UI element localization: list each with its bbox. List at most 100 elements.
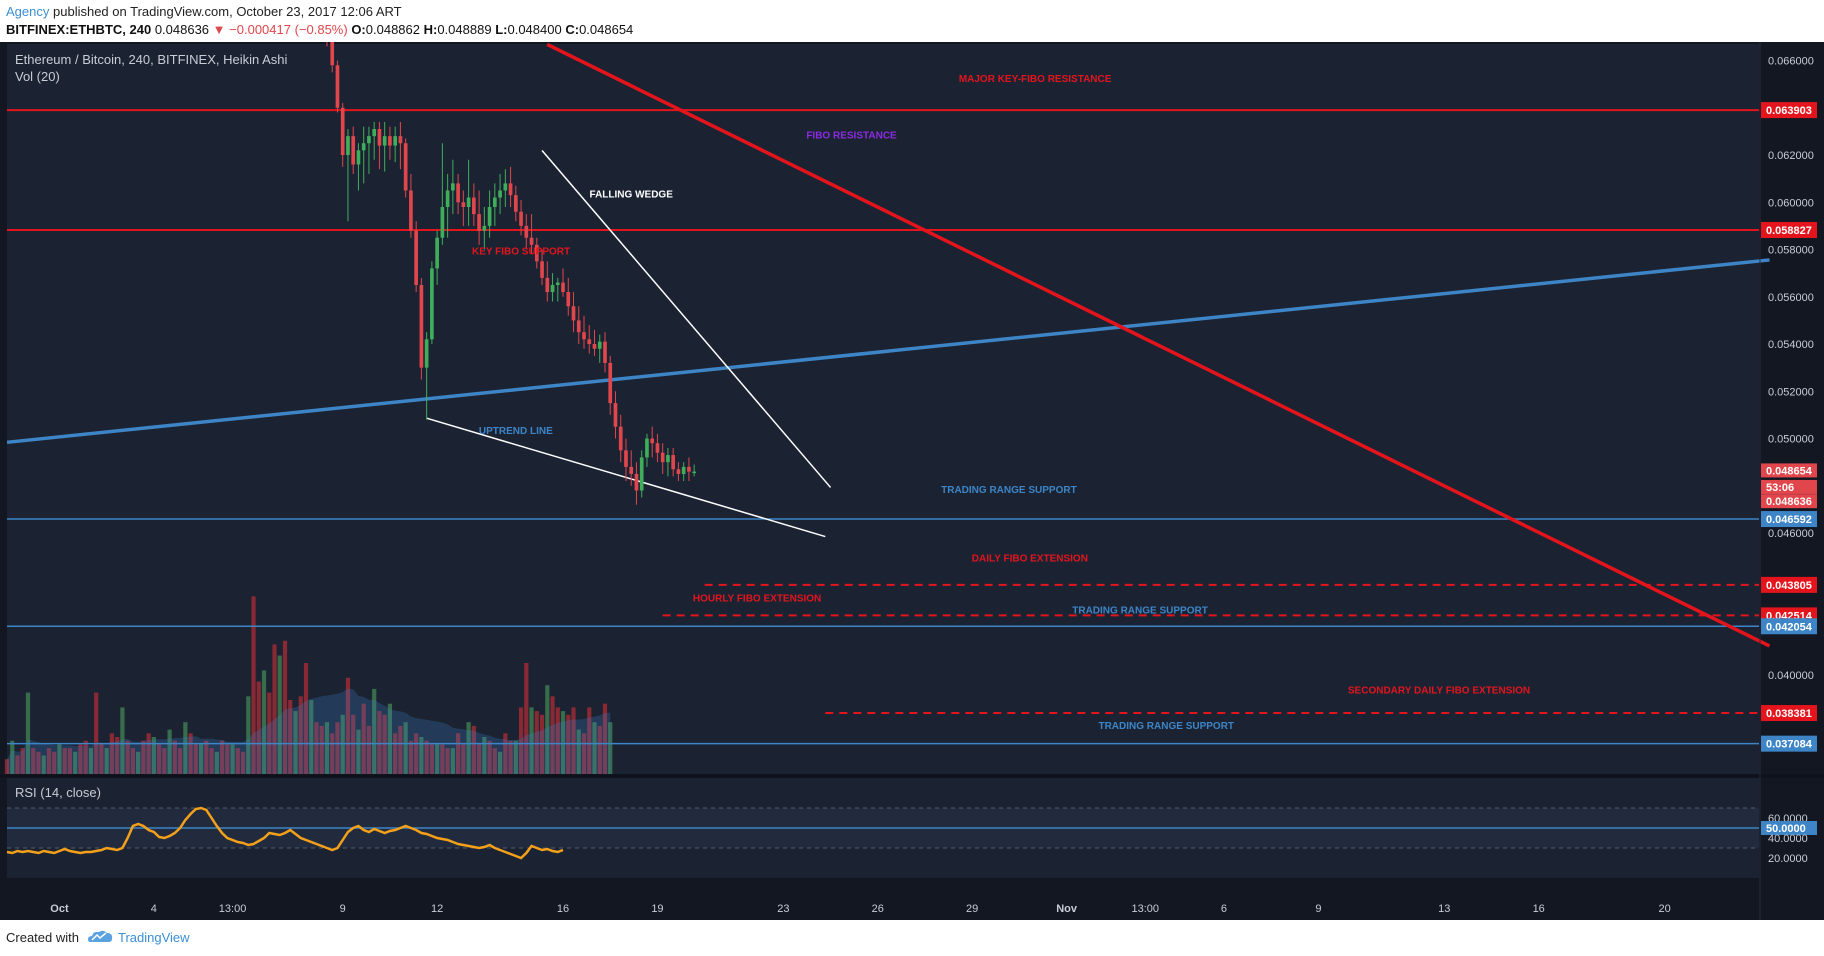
time-tick-label: 6 <box>1221 903 1227 915</box>
tradingview-link[interactable]: TradingView <box>118 930 190 945</box>
volume-bar <box>330 733 335 774</box>
volume-bar <box>246 696 251 774</box>
candle-body <box>466 197 471 208</box>
candle-body <box>634 473 639 491</box>
volume-bar <box>424 740 429 774</box>
volume-bar <box>277 655 282 774</box>
time-tick-label: 20 <box>1658 903 1670 915</box>
volume-bar <box>31 748 36 774</box>
candle-body <box>592 344 597 349</box>
candle-body <box>335 65 340 108</box>
candle-body <box>456 183 460 203</box>
time-tick-label: 9 <box>340 903 346 915</box>
candle-body <box>587 339 592 345</box>
time-tick-label: 9 <box>1315 903 1321 915</box>
chart-legend-title: Ethereum / Bitcoin, 240, BITFINEX, Heiki… <box>15 52 288 67</box>
time-tick-label: 13 <box>1438 903 1450 915</box>
candle-body <box>550 284 555 293</box>
candle-body <box>576 320 581 333</box>
last-price-tag <box>1761 479 1817 494</box>
volume-bar <box>529 707 534 774</box>
volume-bar <box>125 740 130 774</box>
volume-bar <box>198 744 204 774</box>
candle-body <box>445 190 450 208</box>
level-price-text: 0.063903 <box>1766 105 1812 117</box>
time-tick-label: 29 <box>966 903 978 915</box>
volume-bar <box>503 733 508 774</box>
time-tick-label: 13:00 <box>219 903 247 915</box>
volume-bar <box>41 755 46 774</box>
volume-bar <box>513 740 518 774</box>
time-tick-label: Nov <box>1056 903 1078 915</box>
volume-bar <box>587 707 592 774</box>
candle-body <box>487 207 492 226</box>
time-tick-label: 16 <box>557 903 569 915</box>
time-tick-label: 12 <box>431 903 443 915</box>
volume-bar <box>298 696 303 774</box>
candle-body <box>451 183 455 191</box>
candle-body <box>660 452 665 463</box>
volume-bar <box>393 733 398 774</box>
volume-bar <box>524 663 529 774</box>
candle-body <box>409 190 413 231</box>
volume-bar <box>10 740 15 774</box>
candle-body <box>356 150 361 165</box>
rsi-tick-label: 50.0000 <box>1766 823 1806 835</box>
candle-body <box>645 438 649 458</box>
level-price-tag <box>1761 221 1817 238</box>
time-tick-label: 4 <box>151 903 157 915</box>
price-change: ▼ −0.000417 (−0.85%) <box>212 22 348 37</box>
volume-bar <box>550 696 555 774</box>
volume-bar <box>293 711 298 774</box>
price-tick-label: 0.040000 <box>1768 670 1814 682</box>
candle-body <box>676 469 681 474</box>
symbol-label[interactable]: BITFINEX:ETHBTC, 240 <box>6 22 152 37</box>
level-price-text: 0.043805 <box>1766 580 1812 592</box>
volume-bar <box>256 681 261 774</box>
low-label: L: <box>495 22 508 37</box>
candle-body <box>561 282 565 293</box>
candle-body <box>461 202 466 208</box>
volume-bar <box>172 740 177 774</box>
volume-bar <box>361 703 366 774</box>
price-tick-label: 0.054000 <box>1768 339 1814 351</box>
volume-bar <box>545 685 550 774</box>
candle-body <box>472 197 476 215</box>
open-label: O: <box>351 22 366 37</box>
level-price-tag <box>1761 576 1817 593</box>
candle-body <box>330 42 335 66</box>
volume-bar <box>319 725 324 774</box>
volume-bar <box>52 751 57 774</box>
ohlc-line: BITFINEX:ETHBTC, 240 0.048636 ▼ −0.00041… <box>6 22 633 37</box>
volume-bar <box>445 748 450 774</box>
candle-body <box>424 339 429 368</box>
volume-bar <box>592 722 597 774</box>
volume-bar <box>555 707 560 774</box>
volume-bar <box>518 707 524 774</box>
volume-bar <box>219 740 225 774</box>
volume-bar <box>429 744 434 774</box>
author-link[interactable]: Agency <box>6 4 50 19</box>
chart-canvas[interactable]: MAJOR KEY-FIBO RESISTANCE FIBO RESISTANCE… <box>0 42 1824 920</box>
volume-bar <box>576 729 581 774</box>
volume-bar <box>508 740 513 774</box>
volume-bar <box>314 722 319 774</box>
level-price-text: 0.037084 <box>1766 739 1813 751</box>
publish-line: Agency published on TradingView.com, Oct… <box>6 4 402 19</box>
volume-bar <box>251 596 256 774</box>
volume-bar <box>408 740 414 774</box>
volume-bar <box>193 744 198 774</box>
candle-body <box>503 183 508 191</box>
chart-annotation: TRADING RANGE SUPPORT <box>941 485 1077 496</box>
main-pane[interactable] <box>7 44 1759 774</box>
level-price-text: 0.058827 <box>1766 225 1812 237</box>
candle-body <box>650 438 655 444</box>
chart-annotation: FIBO RESISTANCE <box>806 130 897 141</box>
volume-bar <box>345 677 351 774</box>
volume-bar <box>88 748 94 774</box>
volume-bar <box>450 748 455 774</box>
last-price-tag <box>1761 494 1817 509</box>
time-tick-label: 13:00 <box>1132 903 1160 915</box>
candle-body <box>692 471 696 474</box>
level-price-tag <box>1761 618 1817 635</box>
